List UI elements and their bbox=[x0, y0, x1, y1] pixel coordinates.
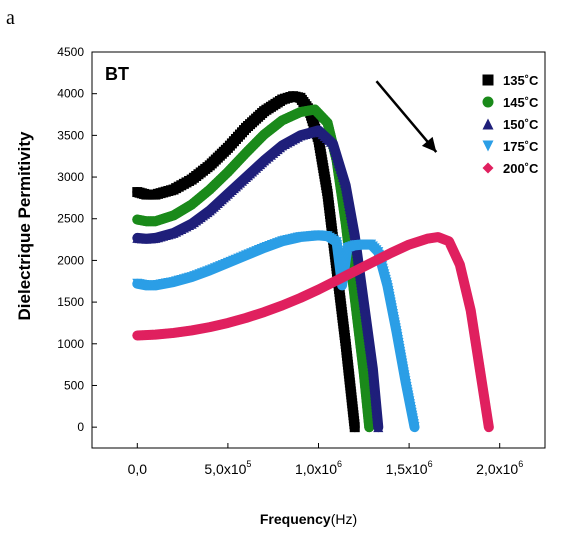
y-tick-label: 4000 bbox=[57, 87, 84, 101]
x-tick-exponent: 6 bbox=[518, 459, 523, 469]
series-4 bbox=[132, 232, 494, 433]
legend-item: 135˚C bbox=[482, 73, 539, 88]
y-tick-label: 2000 bbox=[57, 253, 84, 267]
y-tick-label: 1500 bbox=[57, 295, 84, 309]
legend-item: 150˚C bbox=[482, 117, 539, 132]
axis-labels: Dielectrique Permitivity Frequency(Hz) bbox=[15, 131, 357, 527]
x-tick-label: 5,0x105 bbox=[204, 459, 251, 477]
legend-label: 135˚C bbox=[503, 73, 539, 88]
legend-label: 145˚C bbox=[503, 95, 539, 110]
legend-marker bbox=[482, 162, 494, 174]
legend-label: 200˚C bbox=[503, 161, 539, 176]
y-tick-label: 500 bbox=[64, 378, 84, 392]
y-tick-label: 1000 bbox=[57, 337, 84, 351]
annotations: BT bbox=[105, 64, 438, 153]
legend-marker bbox=[482, 96, 494, 108]
legend-item: 145˚C bbox=[482, 95, 539, 110]
x-axis-label-name: Frequency bbox=[260, 511, 331, 527]
legend-marker bbox=[482, 118, 494, 130]
x-tick-mantissa: 5,0x10 bbox=[204, 461, 246, 477]
legend-label: 150˚C bbox=[503, 117, 539, 132]
legend-marker bbox=[482, 140, 494, 152]
x-tick-label: 1,0x106 bbox=[295, 459, 342, 477]
legend-item: 200˚C bbox=[482, 161, 539, 176]
panel-label: a bbox=[6, 7, 15, 29]
y-tick-label: 2500 bbox=[57, 212, 84, 226]
y-axis-label: Dielectrique Permitivity bbox=[15, 131, 34, 321]
legend-label: 175˚C bbox=[503, 139, 539, 154]
legend-item: 175˚C bbox=[482, 139, 539, 154]
series-marker bbox=[373, 422, 384, 433]
x-tick-exponent: 6 bbox=[337, 459, 342, 469]
x-tick-mantissa: 1,5x10 bbox=[386, 461, 428, 477]
series-marker bbox=[349, 422, 360, 433]
x-axis-label-unit: (Hz) bbox=[331, 511, 357, 527]
x-tick-mantissa: 0,0 bbox=[128, 461, 148, 477]
x-tick-label: 1,5x106 bbox=[386, 459, 433, 477]
x-tick-exponent: 6 bbox=[428, 459, 433, 469]
x-axis-label: Frequency(Hz) bbox=[260, 511, 357, 527]
x-tick-exponent: 5 bbox=[246, 459, 251, 469]
x-tick-mantissa: 1,0x10 bbox=[295, 461, 337, 477]
chart-annotation: BT bbox=[105, 64, 129, 84]
y-tick-label: 0 bbox=[77, 420, 84, 434]
trend-arrow-head bbox=[421, 136, 437, 153]
y-tick-label: 3000 bbox=[57, 170, 84, 184]
chart-axes: 0 500 1000 1500 2000 2500 3000 3500 4000 4500 0,0 5… bbox=[57, 45, 546, 477]
legend-marker bbox=[482, 74, 494, 86]
legend: 135˚C 145˚C 150˚C 175˚C 200˚C bbox=[482, 73, 539, 176]
x-tick-label: 2,0x106 bbox=[476, 459, 523, 477]
x-tick-mantissa: 2,0x10 bbox=[476, 461, 518, 477]
series-layer bbox=[132, 91, 494, 433]
trend-arrow-shaft bbox=[375, 80, 438, 153]
y-tick-label: 3500 bbox=[57, 128, 84, 142]
x-tick-label: 0,0 bbox=[128, 461, 148, 477]
series-marker bbox=[409, 422, 420, 433]
series-marker bbox=[364, 422, 375, 433]
y-tick-label: 4500 bbox=[57, 45, 84, 59]
series-marker bbox=[483, 422, 494, 433]
